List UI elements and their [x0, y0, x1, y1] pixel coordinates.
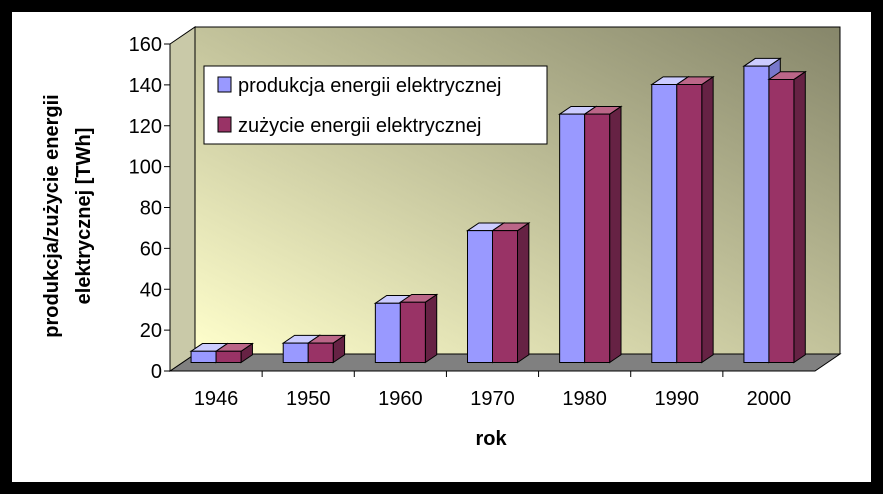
bar-consumption-1980 [584, 113, 611, 363]
y-tick-label: 40 [140, 279, 162, 301]
x-tick-label: 1946 [194, 388, 239, 410]
plot-side-wall [169, 26, 196, 372]
x-tick-label: 2000 [747, 388, 792, 410]
x-axis-ticks: 1946 1950 1960 1970 1980 1990 2000 [194, 371, 791, 410]
legend-label-production: produkcja energii elektrycznej [238, 75, 501, 97]
legend-label-consumption: zużycie energii elektrycznej [238, 115, 481, 137]
legend-swatch-production [217, 76, 232, 93]
bar-production-1960 [374, 302, 401, 363]
y-tick-label: 160 [129, 34, 162, 56]
bar-side [517, 222, 530, 364]
y-tick-label: 80 [140, 198, 162, 220]
bar-production-1946 [190, 350, 217, 363]
legend-box [203, 65, 548, 145]
bar-side [424, 293, 438, 364]
bar-production-1950 [282, 342, 309, 363]
legend-swatch-consumption [217, 116, 232, 133]
y-tick-label: 20 [140, 320, 162, 342]
bar-consumption-1950 [307, 342, 334, 363]
bars-group [189, 57, 807, 364]
y-tick-label: 0 [151, 361, 162, 383]
x-tick-label: 1990 [655, 388, 700, 410]
bar-side [793, 70, 806, 364]
y-axis-title-line2: elektrycznej [TWh] [73, 128, 95, 305]
bar-consumption-1946 [215, 350, 242, 363]
bar-side [701, 75, 714, 364]
y-tick-label: 120 [129, 116, 162, 138]
legend: produkcja energii elektrycznej zużycie e… [203, 65, 548, 145]
y-tick-label: 140 [129, 75, 162, 97]
y-axis-ticks: 0 20 40 60 80 100 120 140 160 [129, 34, 170, 383]
bar-production-1980 [559, 113, 586, 363]
bar-consumption-1960 [399, 301, 426, 363]
x-axis-title: rok [475, 428, 507, 450]
bar-production-1970 [467, 230, 493, 363]
bar-consumption-1970 [492, 230, 518, 363]
y-tick-label: 60 [140, 238, 162, 260]
y-tick-label: 100 [129, 157, 162, 179]
bar-side [609, 105, 622, 364]
bar-production-2000 [743, 65, 770, 363]
x-tick-label: 1970 [470, 388, 515, 410]
y-axis-title-line1: produkcja/zużycie energii [41, 94, 63, 337]
bar-consumption-1990 [676, 84, 703, 363]
x-tick-label: 1950 [286, 388, 331, 410]
x-tick-label: 1960 [378, 388, 423, 410]
bar-production-1990 [651, 84, 678, 363]
bar-consumption-2000 [768, 78, 795, 363]
x-tick-label: 1980 [562, 388, 607, 410]
